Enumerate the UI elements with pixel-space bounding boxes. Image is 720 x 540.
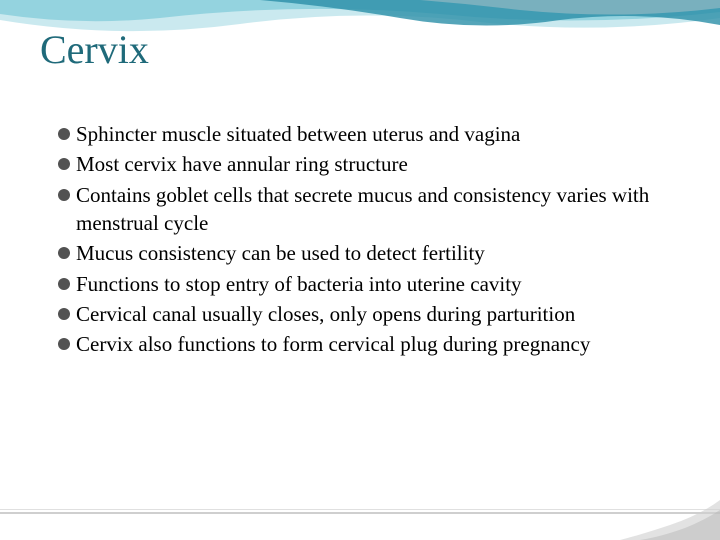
bullet-icon (58, 128, 70, 140)
bullet-text: Mucus consistency can be used to detect … (76, 239, 485, 267)
bullet-icon (58, 247, 70, 259)
list-item: Sphincter muscle situated between uterus… (58, 120, 680, 148)
list-item: Contains goblet cells that secrete mucus… (58, 181, 680, 238)
list-item: Cervical canal usually closes, only open… (58, 300, 680, 328)
decorative-corner-swoosh (600, 490, 720, 540)
list-item: Most cervix have annular ring structure (58, 150, 680, 178)
slide-title: Cervix (40, 26, 149, 73)
bullet-icon (58, 308, 70, 320)
bullet-text: Contains goblet cells that secrete mucus… (76, 181, 680, 238)
bullet-icon (58, 189, 70, 201)
bullet-icon (58, 158, 70, 170)
bullet-text: Cervix also functions to form cervical p… (76, 330, 590, 358)
bullet-list: Sphincter muscle situated between uterus… (58, 120, 680, 361)
list-item: Mucus consistency can be used to detect … (58, 239, 680, 267)
bullet-text: Sphincter muscle situated between uterus… (76, 120, 520, 148)
bullet-text: Cervical canal usually closes, only open… (76, 300, 575, 328)
bullet-icon (58, 338, 70, 350)
bullet-icon (58, 278, 70, 290)
bullet-text: Functions to stop entry of bacteria into… (76, 270, 522, 298)
bullet-text: Most cervix have annular ring structure (76, 150, 408, 178)
list-item: Cervix also functions to form cervical p… (58, 330, 680, 358)
list-item: Functions to stop entry of bacteria into… (58, 270, 680, 298)
